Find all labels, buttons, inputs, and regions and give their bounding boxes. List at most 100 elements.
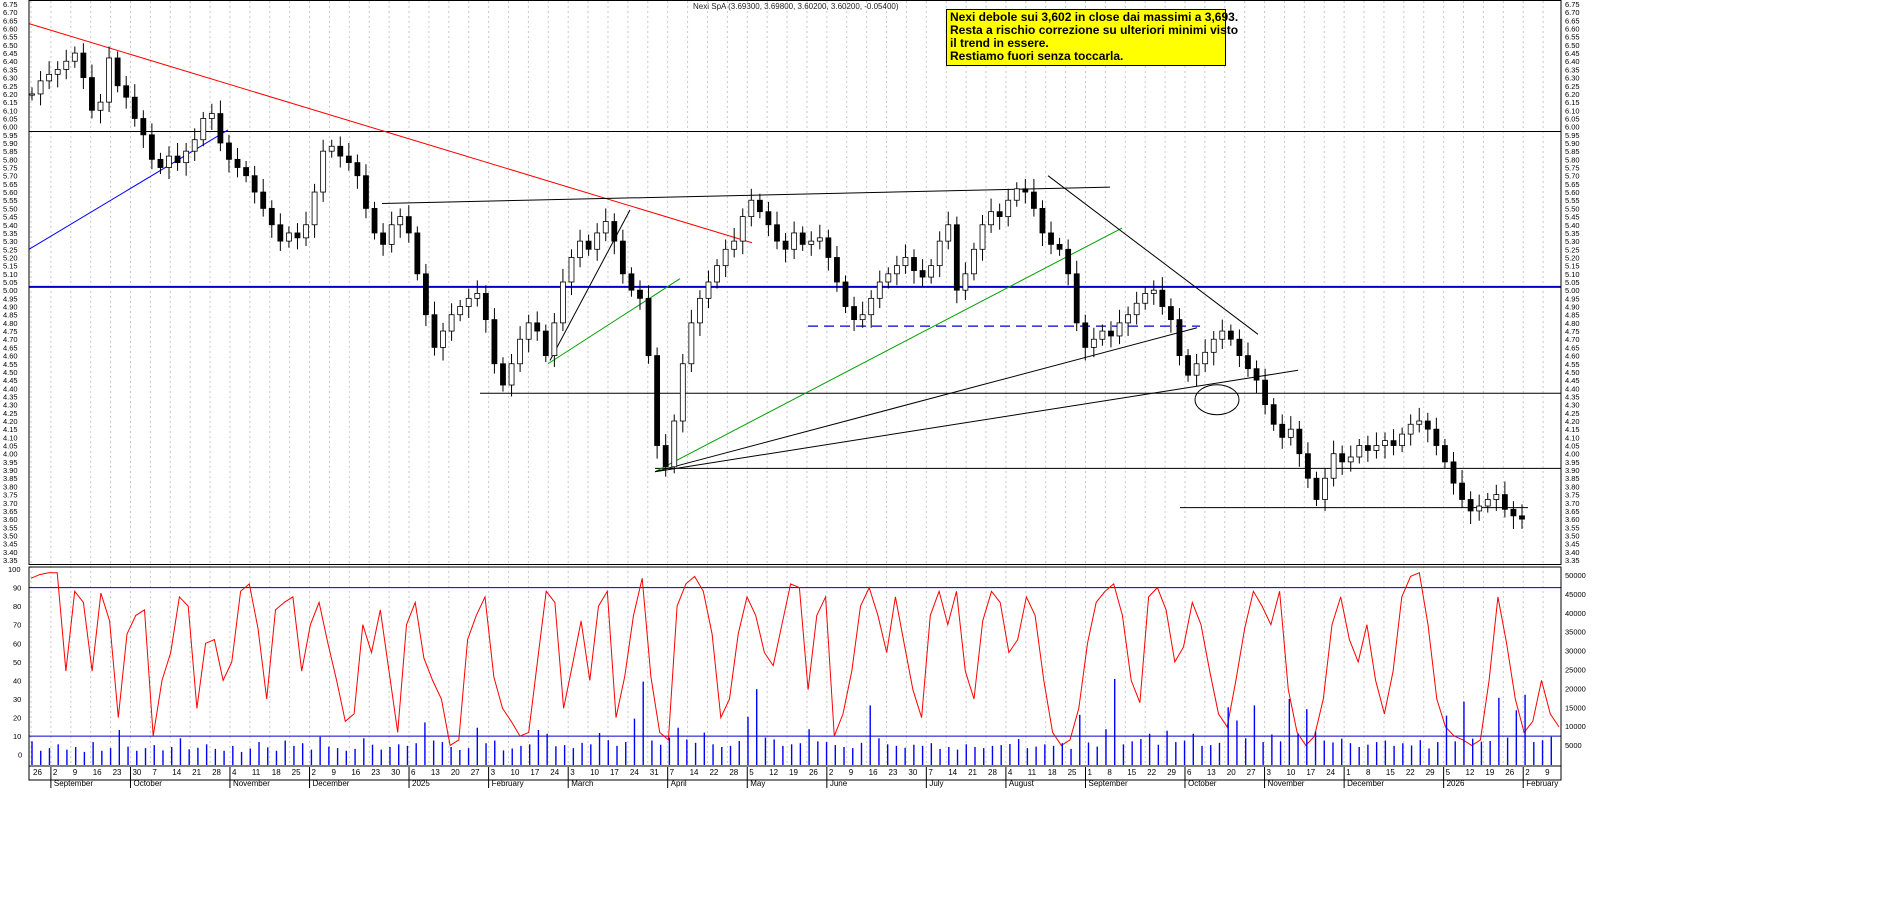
price-tick-left: 3.90: [3, 466, 18, 475]
candle-down: [380, 232, 386, 245]
candle-down: [851, 306, 857, 321]
price-tick-left: 4.35: [3, 392, 18, 401]
volume-tick: 5000: [1565, 741, 1582, 750]
candle-up: [568, 257, 575, 283]
candle-up: [1150, 289, 1157, 294]
candle-down: [799, 232, 806, 245]
date-day-label: 14: [948, 768, 957, 777]
candle-up: [29, 93, 35, 96]
date-day-label: 11: [252, 768, 261, 777]
price-tick-right: 4.95: [1565, 294, 1580, 303]
candle-down: [834, 257, 840, 283]
price-tick-left: 3.65: [3, 507, 18, 516]
candle-up: [1476, 505, 1483, 512]
candle-down: [1305, 453, 1311, 479]
price-tick-right: 6.15: [1565, 98, 1580, 107]
candle-down: [500, 363, 506, 386]
candle-up: [551, 322, 558, 356]
date-day-label: 25: [292, 768, 301, 777]
blue-uptrend-line: [28, 129, 229, 250]
date-day-label: 24: [550, 768, 559, 777]
candle-down: [1510, 508, 1517, 517]
oscillator-tick: 80: [13, 602, 21, 611]
price-tick-left: 4.20: [3, 417, 18, 426]
date-day-label: 9: [331, 768, 336, 777]
candle-down: [1108, 330, 1114, 337]
price-tick-left: 4.30: [3, 401, 18, 410]
date-day-label: 9: [1545, 768, 1550, 777]
price-tick-left: 6.00: [3, 123, 18, 132]
candle-up: [303, 224, 309, 239]
candle-up: [1493, 494, 1500, 500]
candle-down: [1501, 494, 1508, 510]
candle-up: [1116, 322, 1123, 337]
date-day-label: 2: [829, 768, 834, 777]
date-day-label: 10: [1286, 768, 1295, 777]
volume-tick: 50000: [1565, 571, 1586, 580]
price-tick-right: 3.40: [1565, 548, 1580, 557]
price-tick-right: 4.70: [1565, 335, 1580, 344]
candle-down: [1424, 420, 1431, 430]
price-tick-right: 6.20: [1565, 90, 1580, 99]
price-tick-right: 3.50: [1565, 531, 1580, 540]
candle-up: [714, 265, 720, 283]
candle-down: [1073, 273, 1080, 324]
candle-up: [1382, 440, 1388, 446]
price-tick-left: 3.80: [3, 482, 18, 491]
date-day-label: 4: [232, 768, 237, 777]
price-tick-left: 3.45: [3, 540, 18, 549]
price-tick-right: 4.30: [1565, 401, 1580, 410]
price-tick-left: 3.55: [3, 523, 18, 532]
price-tick-left: 4.00: [3, 450, 18, 459]
candle-down: [174, 155, 181, 164]
price-tick-left: 5.70: [3, 172, 18, 181]
price-tick-left: 3.50: [3, 531, 18, 540]
date-day-label: 23: [371, 768, 380, 777]
commentary-line-2: Resta a rischio correzione su ulteriori …: [950, 23, 1239, 37]
month-label: February: [492, 779, 524, 788]
price-tick-right: 3.60: [1565, 515, 1580, 524]
date-day-label: 17: [530, 768, 539, 777]
price-tick-left: 3.85: [3, 474, 18, 483]
date-day-label: 2: [312, 768, 317, 777]
candle-up: [508, 363, 515, 386]
price-tick-right: 4.60: [1565, 352, 1580, 361]
candle-down: [1390, 440, 1397, 446]
price-tick-left: 5.55: [3, 196, 18, 205]
candle-down: [628, 273, 635, 291]
price-tick-right: 6.10: [1565, 106, 1580, 115]
candle-down: [1236, 338, 1243, 356]
date-day-label: 7: [670, 768, 675, 777]
candle-down: [654, 355, 661, 446]
price-tick-right: 4.25: [1565, 409, 1580, 418]
candle-down: [1279, 423, 1286, 438]
date-day-label: 19: [1485, 768, 1494, 777]
date-day-label: 6: [1187, 768, 1192, 777]
candle-up: [928, 265, 935, 278]
date-day-label: 18: [272, 768, 281, 777]
price-tick-right: 4.45: [1565, 376, 1580, 385]
candle-up: [328, 145, 335, 152]
candle-down: [482, 293, 489, 321]
candle-down: [140, 118, 147, 136]
price-tick-left: 4.95: [3, 294, 18, 303]
commentary-line-1: Nexi debole sui 3,602 in close dai massi…: [950, 10, 1239, 24]
date-day-label: 12: [1466, 768, 1475, 777]
candle-down: [1176, 319, 1183, 356]
date-day-label: 8: [1107, 768, 1112, 777]
price-tick-right: 3.70: [1565, 499, 1580, 508]
price-tick-right: 5.65: [1565, 180, 1580, 189]
candle-down: [1030, 191, 1037, 209]
candle-down: [1467, 499, 1474, 512]
price-tick-left: 4.70: [3, 335, 18, 344]
volume-tick: 40000: [1565, 609, 1586, 618]
candle-up: [397, 216, 404, 226]
candle-down: [585, 240, 592, 250]
price-tick-left: 5.50: [3, 204, 18, 213]
candle-down: [226, 142, 232, 160]
candle-down: [1159, 289, 1166, 307]
date-day-label: 31: [650, 768, 659, 777]
candle-up: [97, 101, 104, 111]
green-trend-line-2: [654, 227, 1123, 473]
candle-up: [37, 80, 44, 95]
